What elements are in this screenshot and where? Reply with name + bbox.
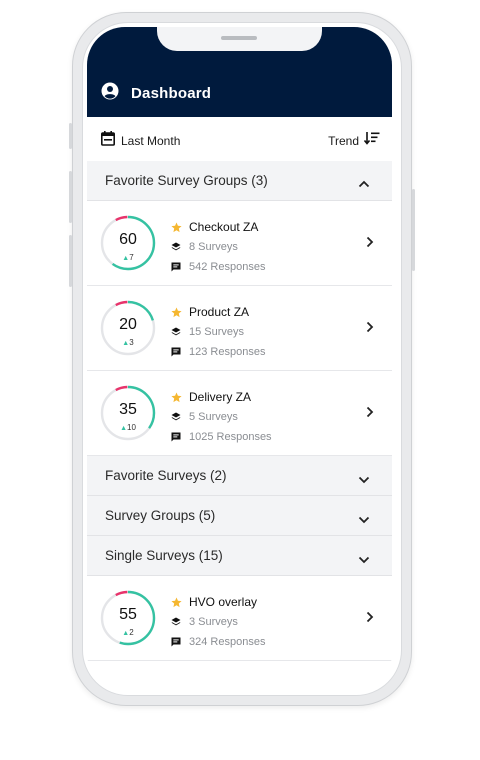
trend-up-icon: ▲	[122, 340, 130, 347]
phone-notch	[157, 27, 322, 51]
section-title: Survey Groups (5)	[105, 508, 216, 523]
trend-up-icon: ▲	[122, 630, 130, 637]
account-circle-icon[interactable]	[101, 82, 119, 105]
item-responses: 542 Responses	[189, 261, 266, 273]
period-label: Last Month	[121, 134, 181, 148]
app-header: Dashboard	[87, 27, 392, 117]
phone-bezel: Dashboard Last Month	[82, 22, 402, 696]
item-responses: 123 Responses	[189, 346, 266, 358]
score-value: 35	[119, 401, 137, 418]
section-survey-groups[interactable]: Survey Groups (5)	[87, 496, 392, 536]
phone-side-button	[69, 171, 72, 223]
score-value: 60	[119, 231, 137, 248]
item-name: Delivery ZA	[189, 390, 252, 404]
layers-icon	[171, 327, 187, 337]
section-favorite-surveys[interactable]: Favorite Surveys (2)	[87, 456, 392, 496]
score-delta: ▲10	[120, 423, 136, 432]
score-gauge	[100, 590, 156, 646]
score-delta: ▲2	[122, 628, 134, 637]
item-surveys: 3 Surveys	[189, 616, 238, 628]
layers-icon	[171, 617, 187, 627]
chevron-right-icon[interactable]	[366, 320, 374, 338]
list-item[interactable]: 60 ▲7 Checkout ZA 8 Surveys 542 Response…	[87, 201, 392, 286]
list-item[interactable]: 55 ▲2 HVO overlay 3 Surveys 324 Response…	[87, 576, 392, 661]
comment-icon	[171, 347, 187, 357]
phone-frame: Dashboard Last Month	[69, 12, 415, 706]
star-icon	[171, 596, 187, 608]
chevron-right-icon[interactable]	[366, 235, 374, 253]
item-responses: 1025 Responses	[189, 431, 272, 443]
score-gauge	[100, 300, 156, 356]
phone-side-button	[69, 235, 72, 287]
filter-bar: Last Month Trend	[87, 117, 392, 162]
item-surveys: 15 Surveys	[189, 326, 245, 338]
chevron-down-icon	[358, 551, 370, 569]
item-name: HVO overlay	[189, 595, 258, 609]
layers-icon	[171, 242, 187, 252]
chevron-right-icon[interactable]	[366, 405, 374, 423]
period-filter[interactable]: Last Month	[101, 131, 180, 151]
page-title: Dashboard	[131, 85, 212, 102]
list-item[interactable]: 20 ▲3 Product ZA 15 Surveys 123 Response…	[87, 286, 392, 371]
calendar-icon	[101, 131, 115, 151]
layers-icon	[171, 412, 187, 422]
list-item[interactable]: 35 ▲10 Delivery ZA 5 Surveys 1025 Respon…	[87, 371, 392, 456]
item-surveys: 8 Surveys	[189, 241, 238, 253]
section-title: Favorite Survey Groups (3)	[105, 173, 268, 188]
score-delta: ▲3	[122, 338, 134, 347]
score-gauge	[100, 215, 156, 271]
sort-label: Trend	[328, 133, 359, 148]
item-surveys: 5 Surveys	[189, 411, 238, 423]
star-icon	[171, 391, 187, 403]
star-icon	[171, 306, 187, 318]
chevron-down-icon	[358, 511, 370, 529]
score-delta: ▲7	[122, 253, 134, 262]
section-single-surveys[interactable]: Single Surveys (15)	[87, 536, 392, 576]
comment-icon	[171, 432, 187, 442]
trend-up-icon: ▲	[120, 425, 128, 432]
star-icon	[171, 221, 187, 233]
chevron-up-icon	[358, 175, 370, 193]
phone-side-button	[412, 189, 415, 271]
app-screen: Dashboard Last Month	[87, 27, 392, 691]
trend-up-icon: ▲	[122, 255, 130, 262]
score-value: 20	[119, 316, 137, 333]
comment-icon	[171, 637, 187, 647]
section-title: Favorite Surveys (2)	[105, 468, 227, 483]
item-responses: 324 Responses	[189, 636, 266, 648]
chevron-down-icon	[358, 471, 370, 489]
item-name: Product ZA	[189, 305, 250, 319]
score-gauge	[100, 385, 156, 441]
sort-control[interactable]: Trend	[322, 131, 380, 150]
score-value: 55	[119, 606, 137, 623]
phone-side-button	[69, 123, 72, 149]
sort-icon	[363, 131, 380, 150]
speaker-grille	[221, 36, 257, 40]
comment-icon	[171, 262, 187, 272]
section-title: Single Surveys (15)	[105, 548, 223, 563]
section-favorite-survey-groups[interactable]: Favorite Survey Groups (3)	[87, 161, 392, 201]
item-name: Checkout ZA	[189, 220, 259, 234]
chevron-right-icon[interactable]	[366, 610, 374, 628]
